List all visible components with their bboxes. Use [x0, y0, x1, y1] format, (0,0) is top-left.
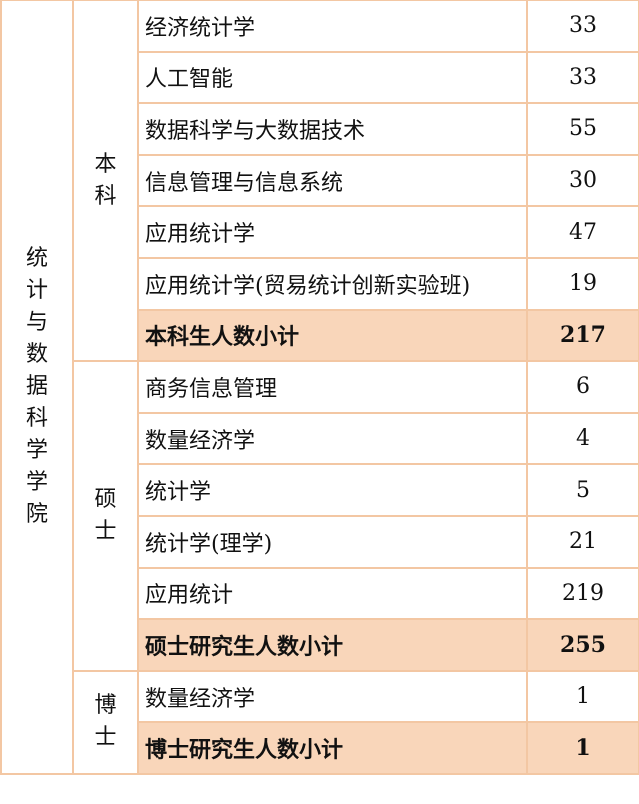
major-name: 信息管理与信息系统	[137, 153, 528, 208]
subtotal-row: 本科生人数小计 217	[1, 308, 639, 363]
table-row: 应用统计学(贸易统计创新实验班) 19	[1, 256, 639, 311]
subtotal-row: 博士研究生人数小计 1	[1, 721, 639, 775]
table-row: 硕士 商务信息管理 6	[1, 360, 639, 672]
table-row: 统计学 5	[1, 463, 639, 517]
subtotal-row: 硕士研究生人数小计 255	[1, 618, 639, 672]
table-row: 应用统计学 47	[1, 205, 639, 259]
student-count: 47	[526, 205, 639, 259]
student-count: 1	[526, 669, 639, 724]
major-name: 人工智能	[137, 50, 528, 105]
table-row: 人工智能 33	[1, 50, 639, 105]
major-name: 经济统计学	[137, 0, 528, 53]
subtotal-count: 1	[526, 721, 639, 775]
subtotal-label: 硕士研究生人数小计	[137, 618, 528, 672]
student-count: 4	[526, 411, 639, 466]
subtotal-label: 本科生人数小计	[137, 308, 528, 363]
table-row: 应用统计 219	[1, 566, 639, 621]
level-name: 本科	[94, 151, 117, 209]
table-row: 信息管理与信息系统 30	[1, 153, 639, 208]
level-name: 博士	[94, 693, 117, 751]
student-count: 219	[526, 566, 639, 621]
student-count: 33	[526, 0, 639, 53]
major-name: 统计学	[137, 463, 528, 517]
student-count: 33	[526, 50, 639, 105]
major-name: 应用统计学(贸易统计创新实验班)	[137, 256, 528, 311]
major-name: 数量经济学	[137, 669, 528, 724]
subtotal-label: 博士研究生人数小计	[137, 721, 528, 775]
subtotal-count: 217	[526, 308, 639, 363]
level-cell: 硕士	[72, 360, 139, 672]
table-row: 统计与数据科学学院 本科 经济统计学 33	[0, 0, 639, 775]
student-count: 30	[526, 153, 639, 208]
major-name: 统计学(理学)	[137, 514, 528, 569]
table-row: 统计学(理学) 21	[1, 514, 639, 569]
table-row: 数据科学与大数据技术 55	[1, 102, 639, 156]
college-name: 统计与数据科学学院	[26, 246, 49, 527]
enrollment-table: 统计与数据科学学院 本科 经济统计学 33 人工智能 33 数据科学与大数据技术 55 信息管理…	[0, 0, 639, 775]
table-row: 数量经济学 4	[1, 411, 639, 466]
level-cell: 博士	[72, 669, 139, 775]
student-count: 6	[526, 360, 639, 414]
student-count: 21	[526, 514, 639, 569]
major-name: 应用统计	[137, 566, 528, 621]
table-row: 博士 数量经济学 1	[1, 669, 639, 775]
subtotal-count: 255	[526, 618, 639, 672]
level-cell: 本科	[72, 0, 139, 363]
major-name: 应用统计学	[137, 205, 528, 259]
major-name: 商务信息管理	[137, 360, 528, 414]
college-cell: 统计与数据科学学院	[0, 0, 74, 775]
major-name: 数据科学与大数据技术	[137, 102, 528, 156]
major-name: 数量经济学	[137, 411, 528, 466]
student-count: 19	[526, 256, 639, 311]
student-count: 5	[526, 463, 639, 517]
student-count: 55	[526, 102, 639, 156]
level-name: 硕士	[94, 487, 117, 544]
